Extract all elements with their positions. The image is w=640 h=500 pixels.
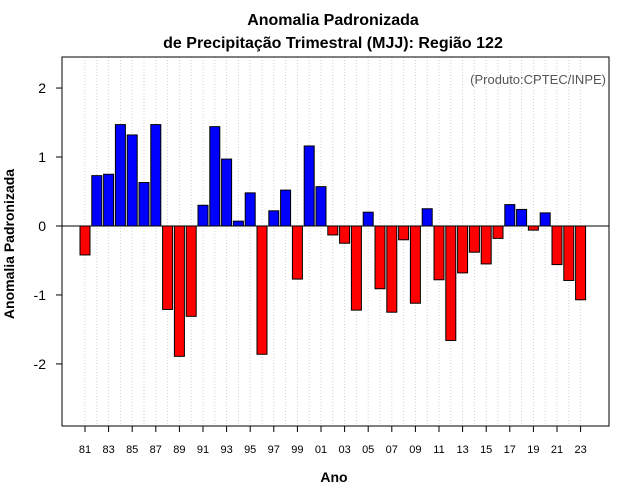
x-tick-label: 09 <box>409 444 421 456</box>
bar-89 <box>173 225 185 357</box>
bar-15 <box>480 225 492 265</box>
x-tick-label: 89 <box>173 444 185 456</box>
bar-84 <box>114 124 126 227</box>
bar-88 <box>162 225 174 310</box>
bar-00 <box>303 145 315 227</box>
bar-03 <box>339 225 351 244</box>
bar-08 <box>398 225 410 241</box>
bar-16 <box>492 225 504 239</box>
bar-90 <box>185 225 197 317</box>
x-tick-label: 91 <box>197 444 209 456</box>
x-tick-label: 05 <box>362 444 374 456</box>
x-tick-label: 87 <box>150 444 162 456</box>
bar-94 <box>232 220 244 227</box>
x-tick-label: 95 <box>244 444 256 456</box>
bar-10 <box>421 208 433 227</box>
bar-81 <box>79 225 91 256</box>
x-tick-label: 85 <box>126 444 138 456</box>
x-axis: 81 83 85 87 89 91 93 95 97 99 01 03 05 07 09 11 13 15 17 19… <box>79 426 587 456</box>
y-tick-label: 1 <box>38 149 46 165</box>
bar-05 <box>362 211 374 227</box>
x-tick-label: 07 <box>386 444 398 456</box>
x-tick-label: 99 <box>291 444 303 456</box>
gridlines <box>84 57 582 426</box>
x-tick-label: 23 <box>574 444 586 456</box>
x-tick-label: 13 <box>456 444 468 456</box>
x-tick-label: 17 <box>504 444 516 456</box>
y-tick-label: 0 <box>38 218 46 234</box>
bar-83 <box>103 173 115 227</box>
bar-93 <box>221 158 233 227</box>
bar-23 <box>575 225 587 301</box>
bar-07 <box>386 225 398 313</box>
x-tick-label: 01 <box>315 444 327 456</box>
bar-95 <box>244 192 256 227</box>
bar-11 <box>433 225 445 281</box>
bar-18 <box>516 208 528 227</box>
chart-title-line2: de Precipitação Trimestral (MJJ): Região… <box>163 35 503 52</box>
x-tick-label: 15 <box>480 444 492 456</box>
credit-text: (Produto:CPTEC/INPE) <box>470 72 606 87</box>
bar-12 <box>445 225 457 341</box>
x-tick-label: 97 <box>268 444 280 456</box>
x-tick-label: 81 <box>79 444 91 456</box>
bar-96 <box>256 225 268 355</box>
bar-92 <box>209 126 221 227</box>
y-axis-label: Anomalia Padronizada <box>1 169 17 319</box>
x-tick-label: 19 <box>527 444 539 456</box>
bar-91 <box>197 204 209 227</box>
x-tick-label: 83 <box>102 444 114 456</box>
bar-04 <box>350 225 362 311</box>
bar-06 <box>374 225 386 290</box>
bars <box>79 124 587 357</box>
bar-09 <box>409 225 421 304</box>
bar-14 <box>468 225 480 253</box>
bar-85 <box>126 134 138 227</box>
y-axis: -2 -1 0 1 2 <box>34 80 62 372</box>
x-axis-label: Ano <box>320 469 347 485</box>
bar-99 <box>291 225 303 280</box>
bar-98 <box>280 189 292 227</box>
y-tick-label: -2 <box>34 356 47 372</box>
bar-01 <box>315 186 327 227</box>
x-tick-label: 03 <box>338 444 350 456</box>
bar-97 <box>268 210 280 227</box>
bar-82 <box>91 175 103 227</box>
bar-21 <box>551 225 563 266</box>
bar-19 <box>527 225 539 231</box>
bar-02 <box>327 225 339 236</box>
plot-frame <box>61 56 610 427</box>
bar-87 <box>150 124 162 227</box>
bar-20 <box>539 212 551 227</box>
x-tick-label: 93 <box>220 444 232 456</box>
x-tick-label: 21 <box>551 444 563 456</box>
bar-13 <box>457 225 469 274</box>
y-tick-label: -1 <box>34 287 47 303</box>
bar-22 <box>563 225 575 281</box>
y-tick-label: 2 <box>38 80 46 96</box>
bar-17 <box>504 204 516 227</box>
chart-title-line1: Anomalia Padronizada <box>247 12 419 29</box>
bar-86 <box>138 182 150 227</box>
x-tick-label: 11 <box>433 444 444 456</box>
